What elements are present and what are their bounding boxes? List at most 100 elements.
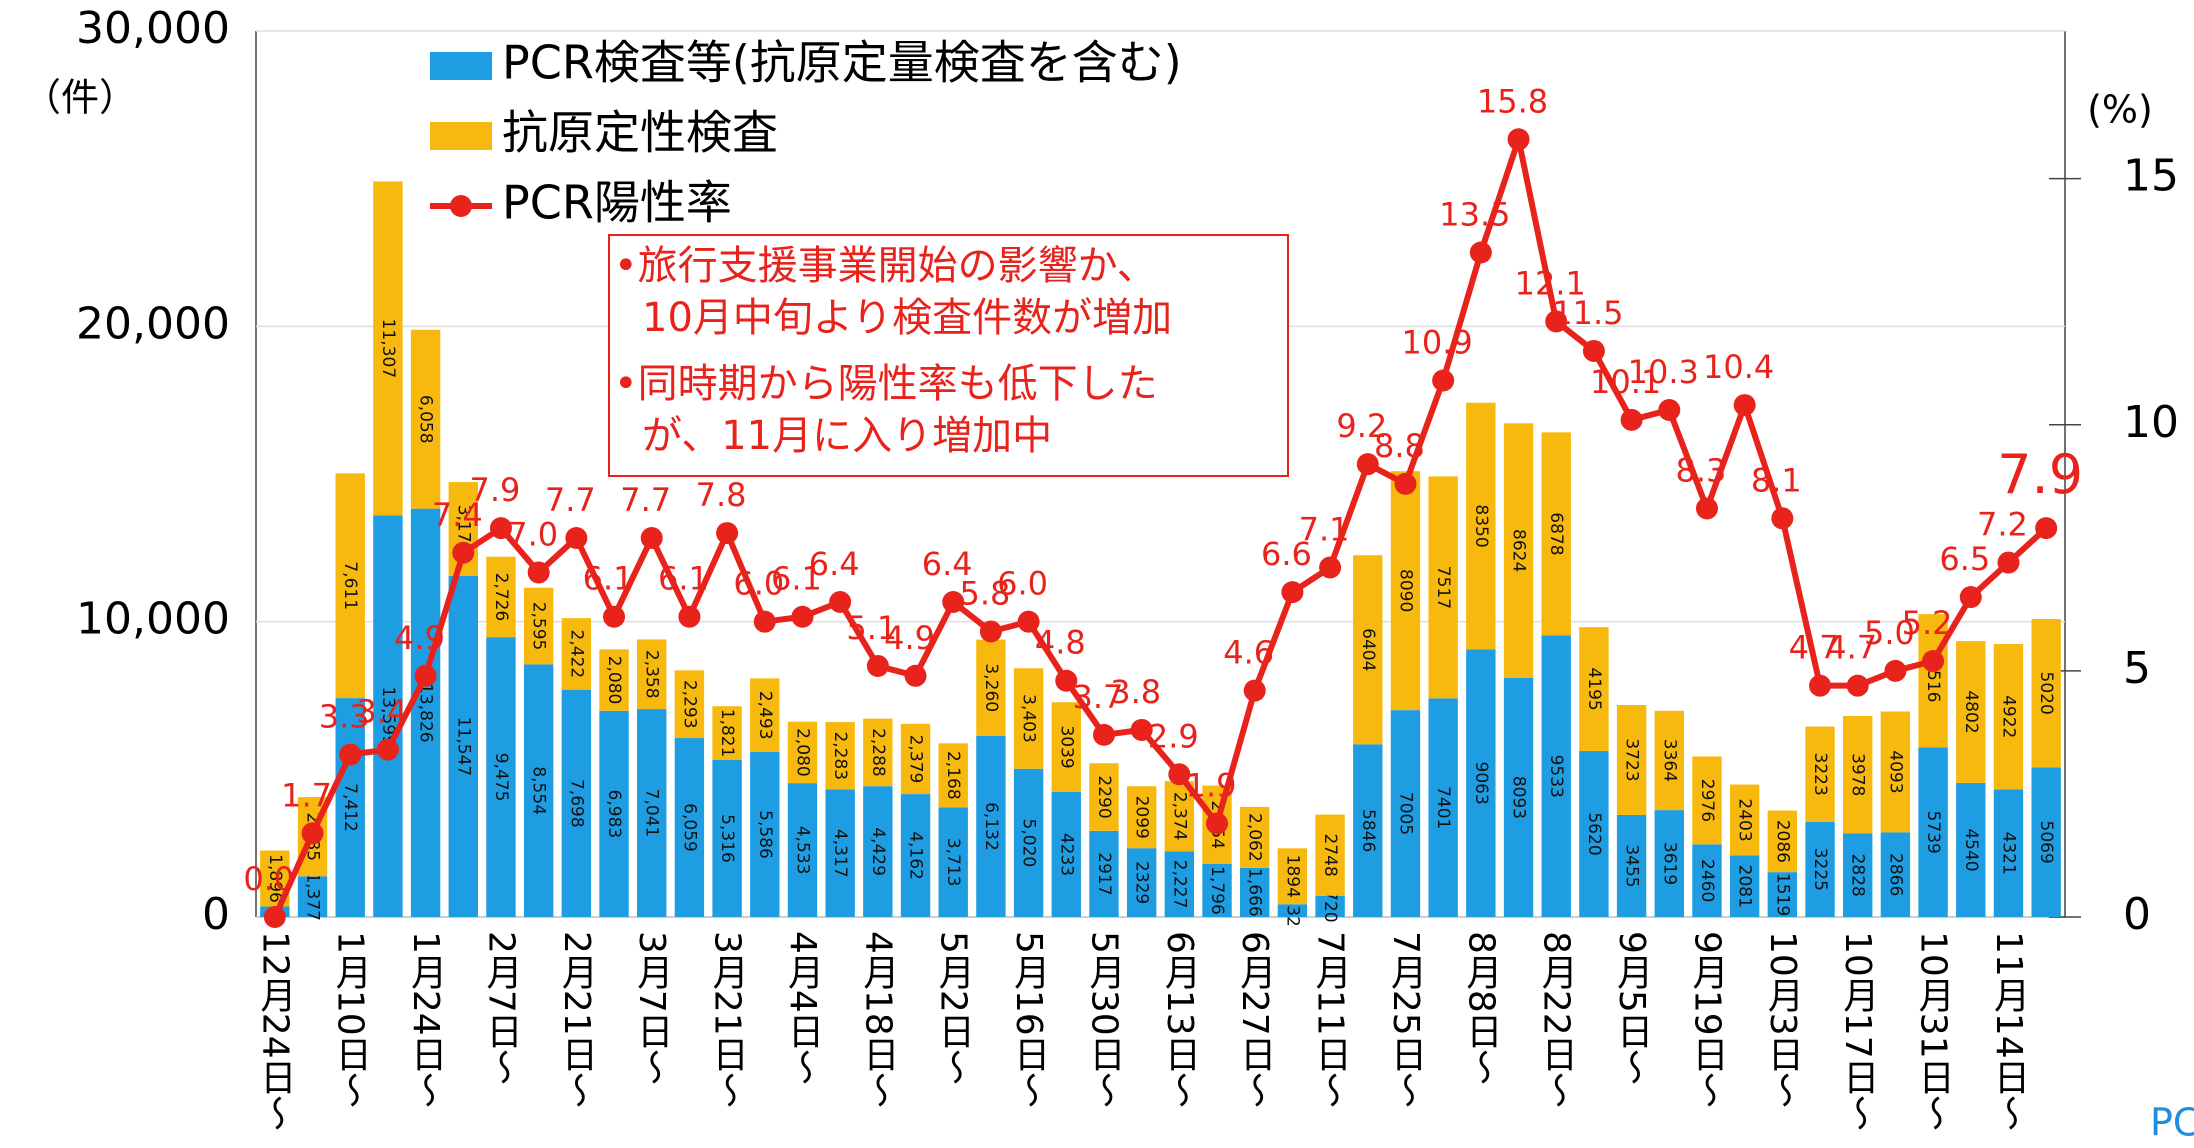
bar-segment bbox=[1880, 711, 1911, 833]
rate-point bbox=[1997, 551, 2020, 574]
bar-value-label: 2917 bbox=[1094, 852, 1114, 895]
bar-value-label: 6,132 bbox=[981, 802, 1001, 851]
bar-value-label: 2329 bbox=[1132, 861, 1152, 904]
rate-point bbox=[1959, 586, 1982, 609]
x-tick-label: 10月31日～ bbox=[1913, 931, 1954, 1131]
rate-label: 6.0 bbox=[733, 565, 784, 603]
bar-segment bbox=[863, 718, 893, 787]
rate-label: 6.1 bbox=[658, 560, 709, 598]
bar-segment bbox=[1880, 832, 1911, 917]
bar-value-label: 3223 bbox=[1810, 753, 1830, 796]
rate-label: 4.6 bbox=[1223, 634, 1274, 672]
y2-tick-label: 10 bbox=[2123, 397, 2179, 448]
rate-point bbox=[979, 620, 1002, 643]
rate-point bbox=[1695, 497, 1718, 520]
rate-point bbox=[1620, 408, 1643, 431]
bar-value-label: 5069 bbox=[2036, 821, 2056, 864]
bar-value-label: 3225 bbox=[1810, 848, 1830, 891]
x-tick-label: 5月30日～ bbox=[1083, 931, 1124, 1108]
bar-value-label: 4321 bbox=[1998, 832, 2018, 875]
bar-segment bbox=[1843, 833, 1873, 917]
bar-segment bbox=[1164, 781, 1195, 852]
x-tick-label: 1月24日～ bbox=[405, 931, 446, 1108]
rate-point bbox=[339, 743, 362, 766]
bar-value-label: 4,162 bbox=[906, 831, 926, 880]
rate-point bbox=[565, 526, 588, 549]
x-tick-label: 5月16日～ bbox=[1008, 931, 1049, 1108]
footer: PC bbox=[2150, 1101, 2194, 1145]
rate-label: 7.7 bbox=[545, 481, 596, 519]
bar-value-label: 7517 bbox=[1433, 566, 1453, 609]
bar-value-label: 5,586 bbox=[755, 810, 775, 859]
bar-segment bbox=[1164, 851, 1195, 917]
bar-value-label: 5739 bbox=[1923, 811, 1943, 854]
rate-point bbox=[1168, 763, 1191, 786]
y2-tick-label: 5 bbox=[2123, 643, 2151, 694]
rate-label: 1.9 bbox=[1186, 766, 1237, 804]
rate-point bbox=[414, 664, 437, 687]
rate-label: 10.3 bbox=[1628, 353, 1699, 391]
bar-value-label: 2,283 bbox=[830, 731, 850, 780]
x-tick-label: 2月7日～ bbox=[480, 931, 521, 1085]
rate-label: 10.9 bbox=[1402, 323, 1473, 361]
rate-point bbox=[1319, 556, 1342, 579]
bar-value-label: 2099 bbox=[1132, 796, 1152, 839]
rate-point bbox=[1281, 581, 1304, 604]
rate-label: 15.8 bbox=[1477, 82, 1548, 120]
rate-label: 6.6 bbox=[1261, 535, 1312, 573]
bar-segment bbox=[674, 738, 705, 917]
bar-segment bbox=[1692, 756, 1722, 845]
bar-segment bbox=[1918, 747, 1948, 917]
legend-label: PCR検査等(抗原定量検査を含む) bbox=[502, 36, 1182, 90]
bar-value-label: 2748 bbox=[1320, 834, 1340, 877]
bar-segment bbox=[863, 786, 893, 917]
rate-label: 6.1 bbox=[583, 560, 634, 598]
bar-segment bbox=[448, 575, 478, 917]
bar-value-label: 11,547 bbox=[453, 717, 473, 776]
rate-point bbox=[1809, 674, 1832, 697]
x-tick-label: 4月18日～ bbox=[857, 931, 898, 1108]
bar-value-label: 2828 bbox=[1848, 854, 1868, 897]
rate-label: 6.0 bbox=[997, 565, 1048, 603]
legend-label: PCR陽性率 bbox=[502, 176, 732, 230]
bar-segment bbox=[1051, 791, 1081, 917]
bar-value-label: 3,403 bbox=[1019, 694, 1039, 743]
rate-point bbox=[1243, 679, 1266, 702]
rate-label: 5.1 bbox=[846, 609, 897, 647]
rate-point bbox=[791, 605, 814, 628]
rate-label: 5.8 bbox=[959, 575, 1010, 613]
rate-label: 7.9 bbox=[1997, 443, 2083, 506]
bar-value-label: 2,080 bbox=[604, 656, 624, 705]
bar-segment bbox=[1993, 789, 2024, 917]
bar-segment bbox=[1315, 814, 1345, 896]
bar-value-label: 3,260 bbox=[981, 663, 1001, 712]
annotation-box bbox=[608, 234, 1289, 477]
y-tick-label: 0 bbox=[202, 889, 230, 940]
bar-segment bbox=[938, 807, 968, 917]
rate-point bbox=[452, 541, 475, 564]
bar-value-label: 2,062 bbox=[1245, 813, 1265, 862]
bar-value-label: 7,412 bbox=[340, 783, 360, 832]
x-tick-label: 12月24日～ bbox=[254, 931, 295, 1131]
rate-label: 3.8 bbox=[1110, 673, 1161, 711]
rate-label: 11.5 bbox=[1552, 294, 1623, 332]
rate-point bbox=[678, 605, 701, 628]
rate-point bbox=[603, 605, 626, 628]
bar-segment bbox=[674, 670, 705, 739]
bar-value-label: 9,475 bbox=[491, 753, 511, 802]
bar-value-label: 2,288 bbox=[868, 728, 888, 777]
rate-label: 1.7 bbox=[281, 776, 332, 814]
bar-value-label: 4,533 bbox=[792, 826, 812, 875]
bar-value-label: 1894 bbox=[1282, 855, 1302, 898]
bar-segment bbox=[1579, 627, 1609, 752]
annotation-text: •同時期から陽性率も低下した bbox=[614, 361, 1158, 407]
bar-value-label: 5,020 bbox=[1019, 819, 1039, 868]
bar-segment bbox=[1503, 677, 1534, 917]
bar-segment bbox=[825, 789, 855, 917]
bar-segment bbox=[1240, 867, 1270, 917]
rate-point bbox=[1545, 310, 1568, 333]
bar-value-label: 1,821 bbox=[717, 709, 737, 758]
rate-point bbox=[866, 654, 889, 677]
bar-segment bbox=[1843, 715, 1873, 834]
bar-value-label: 2,168 bbox=[943, 751, 963, 800]
